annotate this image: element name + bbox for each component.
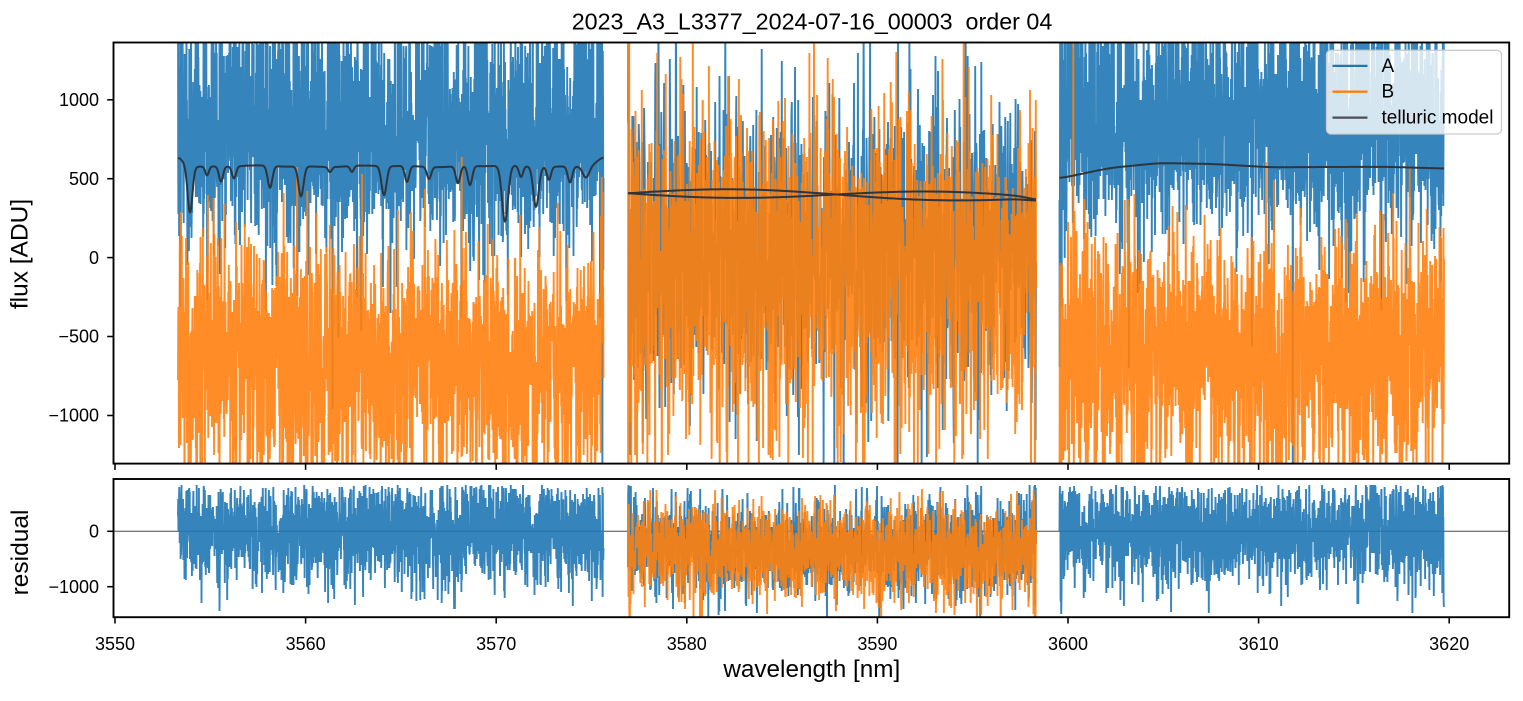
svg-text:3550: 3550 xyxy=(95,634,135,654)
svg-text:−500: −500 xyxy=(58,327,99,347)
svg-text:3570: 3570 xyxy=(476,634,516,654)
svg-text:500: 500 xyxy=(69,169,99,189)
svg-text:0: 0 xyxy=(89,248,99,268)
svg-text:2023_A3_L3377_2024-07-16_00003: 2023_A3_L3377_2024-07-16_00003 order 04 xyxy=(572,9,1053,35)
svg-text:flux [ADU]: flux [ADU] xyxy=(7,199,34,309)
svg-text:wavelength [nm]: wavelength [nm] xyxy=(722,656,900,683)
svg-text:telluric model: telluric model xyxy=(1382,108,1494,129)
svg-text:B: B xyxy=(1382,82,1395,103)
svg-text:residual: residual xyxy=(7,510,34,596)
svg-text:3600: 3600 xyxy=(1048,634,1088,654)
svg-text:3610: 3610 xyxy=(1239,634,1279,654)
svg-text:3620: 3620 xyxy=(1429,634,1469,654)
svg-text:0: 0 xyxy=(89,522,99,542)
svg-text:−1000: −1000 xyxy=(48,406,99,426)
svg-text:3560: 3560 xyxy=(286,634,326,654)
svg-text:3590: 3590 xyxy=(857,634,897,654)
svg-text:A: A xyxy=(1382,56,1395,77)
svg-text:1000: 1000 xyxy=(59,90,99,110)
svg-text:3580: 3580 xyxy=(667,634,707,654)
svg-text:−1000: −1000 xyxy=(48,577,99,597)
